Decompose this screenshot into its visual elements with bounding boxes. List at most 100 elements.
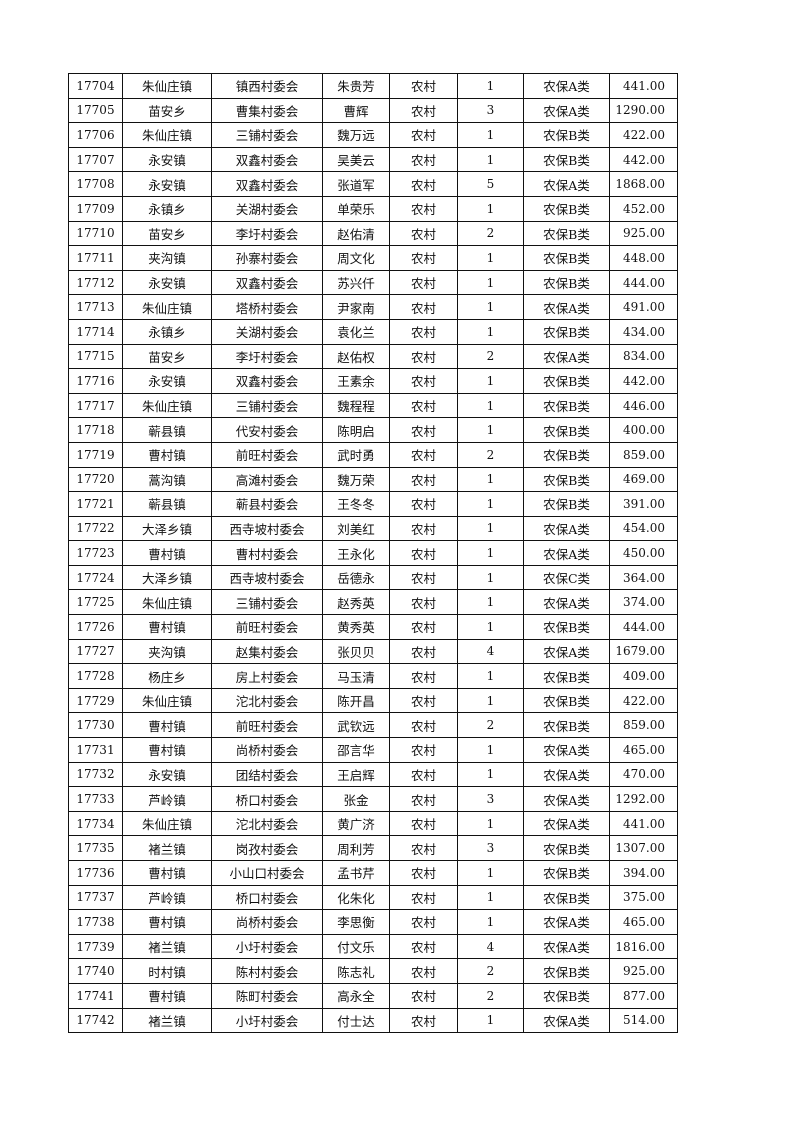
family-size-cell: 1 xyxy=(457,1007,524,1034)
table-row: 17709 永镇乡 关湖村委会 单荣乐 农村 1 农保B类 452.00 xyxy=(68,195,678,222)
record-id-cell: 17706 xyxy=(68,122,123,148)
table-row: 17711 夹沟镇 孙寨村委会 周文化 农村 1 农保B类 448.00 xyxy=(68,245,678,271)
town-cell: 褚兰镇 xyxy=(122,1007,212,1034)
village-committee-cell: 高滩村委会 xyxy=(211,466,323,493)
table-row: 17710 苗安乡 李圩村委会 赵佑清 农村 2 农保B类 925.00 xyxy=(68,220,678,247)
insurance-category-cell: 农保B类 xyxy=(523,269,610,296)
family-size-cell: 1 xyxy=(457,761,524,788)
table-row: 17715 苗安乡 李圩村委会 赵佑权 农村 2 农保A类 834.00 xyxy=(68,343,678,370)
amount-cell: 454.00 xyxy=(609,515,678,542)
person-name-cell: 周利芳 xyxy=(322,835,390,861)
village-committee-cell: 小圩村委会 xyxy=(211,933,323,960)
amount-cell: 446.00 xyxy=(609,392,678,419)
table-row: 17728 杨庄乡 房上村委会 马玉清 农村 1 农保B类 409.00 xyxy=(68,663,678,689)
town-cell: 大泽乡镇 xyxy=(122,515,212,542)
insurance-category-cell: 农保B类 xyxy=(523,614,610,640)
table-row: 17727 夹沟镇 赵集村委会 张贝贝 农村 4 农保A类 1679.00 xyxy=(68,638,678,665)
record-id-cell: 17734 xyxy=(68,810,123,837)
village-committee-cell: 前旺村委会 xyxy=(211,441,323,468)
table-row: 17723 曹村镇 曹村村委会 王永化 农村 1 农保A类 450.00 xyxy=(68,540,678,566)
amount-cell: 448.00 xyxy=(609,245,678,271)
household-type-cell: 农村 xyxy=(389,712,458,739)
town-cell: 夹沟镇 xyxy=(122,638,212,665)
town-cell: 朱仙庄镇 xyxy=(122,392,212,419)
family-size-cell: 1 xyxy=(457,466,524,493)
table-row: 17713 朱仙庄镇 塔桥村委会 尹家南 农村 1 农保A类 491.00 xyxy=(68,294,678,320)
household-type-cell: 农村 xyxy=(389,638,458,665)
table-row: 17717 朱仙庄镇 三铺村委会 魏程程 农村 1 农保B类 446.00 xyxy=(68,392,678,419)
family-size-cell: 3 xyxy=(457,786,524,812)
record-id-cell: 17717 xyxy=(68,392,123,419)
person-name-cell: 孟书芹 xyxy=(322,860,390,886)
family-size-cell: 4 xyxy=(457,933,524,960)
record-id-cell: 17708 xyxy=(68,171,123,197)
record-id-cell: 17740 xyxy=(68,958,123,984)
insurance-category-cell: 农保B类 xyxy=(523,958,610,984)
insurance-category-cell: 农保A类 xyxy=(523,171,610,197)
person-name-cell: 王永化 xyxy=(322,540,390,566)
family-size-cell: 2 xyxy=(457,958,524,984)
record-id-cell: 17741 xyxy=(68,982,123,1009)
insurance-category-cell: 农保A类 xyxy=(523,933,610,960)
person-name-cell: 朱贵芳 xyxy=(322,73,390,99)
amount-cell: 450.00 xyxy=(609,540,678,566)
town-cell: 朱仙庄镇 xyxy=(122,122,212,148)
record-id-cell: 17732 xyxy=(68,761,123,788)
table-row: 17720 蒿沟镇 高滩村委会 魏万荣 农村 1 农保B类 469.00 xyxy=(68,466,678,493)
household-type-cell: 农村 xyxy=(389,343,458,370)
record-id-cell: 17736 xyxy=(68,860,123,886)
village-committee-cell: 赵集村委会 xyxy=(211,638,323,665)
family-size-cell: 1 xyxy=(457,122,524,148)
person-name-cell: 赵佑权 xyxy=(322,343,390,370)
town-cell: 曹村镇 xyxy=(122,614,212,640)
amount-cell: 374.00 xyxy=(609,589,678,616)
town-cell: 时村镇 xyxy=(122,958,212,984)
person-name-cell: 高永全 xyxy=(322,982,390,1009)
family-size-cell: 1 xyxy=(457,589,524,616)
family-size-cell: 2 xyxy=(457,441,524,468)
record-id-cell: 17731 xyxy=(68,737,123,763)
household-type-cell: 农村 xyxy=(389,245,458,271)
village-committee-cell: 镇西村委会 xyxy=(211,73,323,99)
family-size-cell: 1 xyxy=(457,269,524,296)
household-type-cell: 农村 xyxy=(389,663,458,689)
household-type-cell: 农村 xyxy=(389,835,458,861)
insurance-category-cell: 农保B类 xyxy=(523,687,610,714)
person-name-cell: 魏万远 xyxy=(322,122,390,148)
record-id-cell: 17709 xyxy=(68,195,123,222)
household-type-cell: 农村 xyxy=(389,515,458,542)
town-cell: 永安镇 xyxy=(122,146,212,173)
amount-cell: 1290.00 xyxy=(609,97,678,124)
record-id-cell: 17737 xyxy=(68,884,123,911)
household-type-cell: 农村 xyxy=(389,122,458,148)
person-name-cell: 王冬冬 xyxy=(322,491,390,517)
table-row: 17736 曹村镇 小山口村委会 孟书芹 农村 1 农保B类 394.00 xyxy=(68,860,678,886)
household-type-cell: 农村 xyxy=(389,97,458,124)
record-id-cell: 17738 xyxy=(68,909,123,935)
village-committee-cell: 双鑫村委会 xyxy=(211,368,323,394)
family-size-cell: 3 xyxy=(457,97,524,124)
family-size-cell: 2 xyxy=(457,712,524,739)
insurance-category-cell: 农保A类 xyxy=(523,589,610,616)
town-cell: 曹村镇 xyxy=(122,909,212,935)
record-id-cell: 17728 xyxy=(68,663,123,689)
amount-cell: 444.00 xyxy=(609,269,678,296)
household-type-cell: 农村 xyxy=(389,884,458,911)
village-committee-cell: 关湖村委会 xyxy=(211,195,323,222)
record-id-cell: 17726 xyxy=(68,614,123,640)
insurance-category-cell: 农保B类 xyxy=(523,392,610,419)
amount-cell: 925.00 xyxy=(609,958,678,984)
person-name-cell: 武时勇 xyxy=(322,441,390,468)
town-cell: 苗安乡 xyxy=(122,343,212,370)
insurance-category-cell: 农保B类 xyxy=(523,146,610,173)
record-id-cell: 17733 xyxy=(68,786,123,812)
insurance-category-cell: 农保B类 xyxy=(523,860,610,886)
table-row: 17725 朱仙庄镇 三铺村委会 赵秀英 农村 1 农保A类 374.00 xyxy=(68,589,678,616)
household-type-cell: 农村 xyxy=(389,564,458,591)
record-id-cell: 17714 xyxy=(68,318,123,345)
amount-cell: 444.00 xyxy=(609,614,678,640)
record-id-cell: 17719 xyxy=(68,441,123,468)
record-id-cell: 17712 xyxy=(68,269,123,296)
household-type-cell: 农村 xyxy=(389,368,458,394)
household-type-cell: 农村 xyxy=(389,318,458,345)
